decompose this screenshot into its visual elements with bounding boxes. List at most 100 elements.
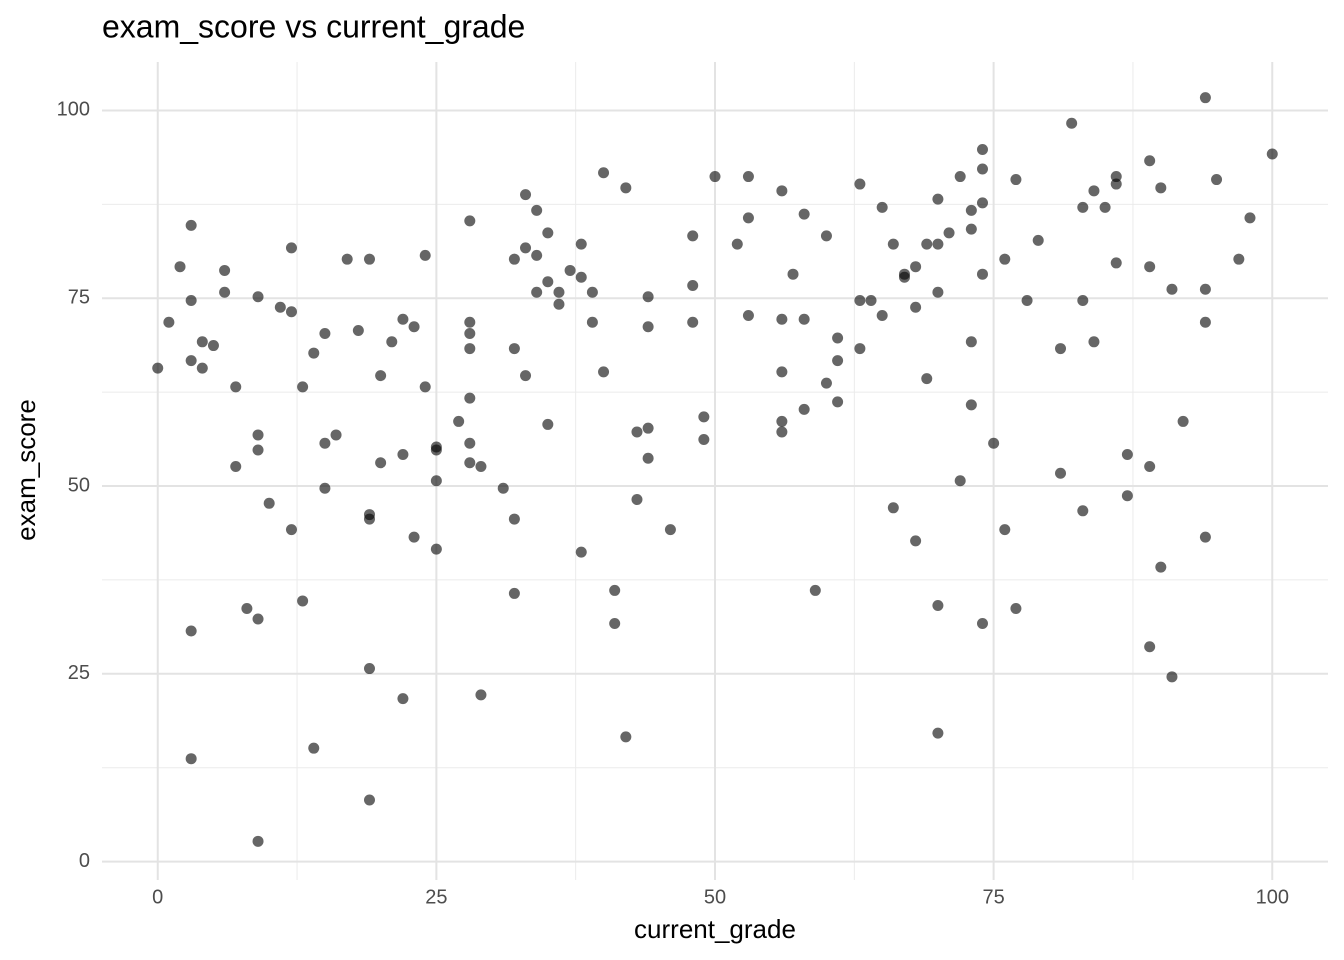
point <box>575 271 587 283</box>
point <box>397 313 409 325</box>
point <box>341 253 353 265</box>
point <box>1055 467 1067 479</box>
point <box>375 457 387 469</box>
point <box>230 460 242 472</box>
point <box>508 513 520 525</box>
point <box>798 208 810 220</box>
point <box>1121 490 1133 502</box>
point <box>475 689 487 701</box>
point <box>386 336 398 348</box>
point <box>976 144 988 156</box>
point <box>798 403 810 415</box>
point <box>876 201 888 213</box>
point <box>932 727 944 739</box>
point <box>1110 178 1122 190</box>
point <box>999 524 1011 536</box>
point <box>586 286 598 298</box>
point <box>687 230 699 242</box>
point <box>1199 92 1211 104</box>
point <box>1199 531 1211 543</box>
point <box>1177 415 1189 427</box>
point <box>363 663 375 675</box>
point <box>219 286 231 298</box>
point <box>185 219 197 231</box>
chart-title: exam_score vs current_grade <box>102 8 525 44</box>
point <box>943 227 955 239</box>
point <box>854 178 866 190</box>
point <box>575 546 587 558</box>
point <box>820 230 832 242</box>
point <box>163 316 175 328</box>
point <box>709 171 721 183</box>
point <box>363 794 375 806</box>
point <box>185 294 197 306</box>
point <box>207 340 219 352</box>
point <box>965 223 977 235</box>
point <box>363 513 375 525</box>
point <box>976 617 988 629</box>
x-tick-label: 50 <box>704 886 726 908</box>
point <box>252 444 264 456</box>
point <box>363 253 375 265</box>
point <box>430 543 442 555</box>
point <box>742 212 754 224</box>
point <box>297 595 309 607</box>
point <box>642 291 654 303</box>
point <box>954 475 966 487</box>
point <box>1199 283 1211 295</box>
point <box>531 249 543 261</box>
point <box>542 227 554 239</box>
point <box>642 321 654 333</box>
point <box>965 204 977 216</box>
point <box>642 422 654 434</box>
point <box>642 452 654 464</box>
point <box>631 426 643 438</box>
point <box>809 584 821 596</box>
point <box>832 332 844 344</box>
y-tick-label: 100 <box>57 99 90 121</box>
point <box>1155 561 1167 573</box>
point <box>453 415 465 427</box>
point <box>575 238 587 250</box>
point <box>687 316 699 328</box>
point <box>196 362 208 374</box>
point <box>1166 671 1178 683</box>
point <box>921 373 933 385</box>
point <box>1266 148 1278 160</box>
x-tick-label: 75 <box>983 886 1005 908</box>
point <box>542 276 554 288</box>
point <box>876 310 888 322</box>
point <box>464 328 476 340</box>
point <box>620 182 632 194</box>
point <box>520 370 532 382</box>
point <box>1099 201 1111 213</box>
point <box>1021 294 1033 306</box>
point <box>1155 182 1167 194</box>
point <box>285 242 297 254</box>
point <box>419 249 431 261</box>
point <box>742 310 754 322</box>
point <box>664 524 676 536</box>
point <box>954 171 966 183</box>
point <box>419 381 431 393</box>
point <box>887 238 899 250</box>
point <box>553 286 565 298</box>
point <box>698 433 710 445</box>
point <box>430 475 442 487</box>
point <box>285 524 297 536</box>
point <box>854 294 866 306</box>
point <box>1199 316 1211 328</box>
point <box>1144 261 1156 273</box>
point <box>1032 234 1044 246</box>
point <box>397 448 409 460</box>
point <box>976 268 988 280</box>
point <box>241 602 253 614</box>
point <box>252 613 264 625</box>
point <box>932 238 944 250</box>
point <box>1077 201 1089 213</box>
point <box>776 426 788 438</box>
point <box>631 494 643 506</box>
point <box>464 316 476 328</box>
point <box>352 325 364 337</box>
